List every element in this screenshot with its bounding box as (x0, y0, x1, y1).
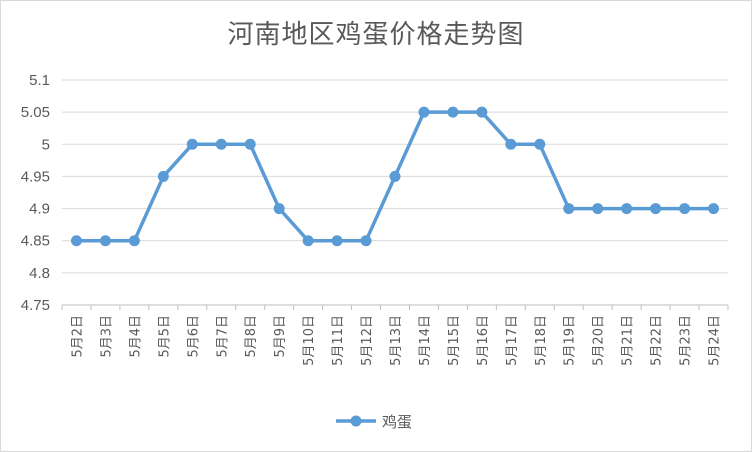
data-point (418, 106, 430, 118)
data-point (128, 235, 140, 247)
data-point (621, 203, 633, 215)
x-tick-label: 5月21日 (621, 315, 636, 366)
data-point (505, 138, 517, 150)
chart-title: 河南地区鸡蛋价格走势图 (227, 20, 525, 50)
x-tick-label: 5月24日 (708, 315, 723, 366)
y-tick-label: 5.1 (29, 72, 50, 89)
data-point (389, 170, 401, 182)
y-tick-label: 5 (42, 136, 50, 153)
data-point (70, 235, 82, 247)
x-tick-label: 5月22日 (650, 315, 665, 366)
x-tick-label: 5月3日 (99, 315, 114, 358)
legend: 鸡蛋 (336, 413, 412, 431)
y-tick-label: 4.95 (21, 168, 50, 185)
x-tick-label: 5月6日 (186, 315, 201, 358)
x-tick-label: 5月20日 (592, 315, 607, 366)
x-tick-label: 5月19日 (563, 315, 578, 366)
x-tick-label: 5月12日 (360, 315, 375, 366)
data-point (186, 138, 198, 150)
y-tick-label: 4.8 (29, 265, 50, 282)
x-tick-label: 5月2日 (70, 315, 85, 358)
y-axis-ticks: 4.75 4.8 4.85 4.9 4.95 5 5.05 5.1 (21, 72, 50, 314)
data-point (215, 138, 227, 150)
x-tick-label: 5月15日 (447, 315, 462, 366)
data-point (360, 235, 372, 247)
x-tick-label: 5月23日 (679, 315, 694, 366)
x-tick-label: 5月13日 (389, 315, 404, 366)
x-tick-label: 5月7日 (215, 315, 230, 358)
data-point (447, 106, 459, 118)
y-tick-label: 4.85 (21, 233, 50, 250)
x-tick-label: 5月17日 (505, 315, 520, 366)
y-tick-label: 5.05 (21, 104, 50, 121)
legend-marker (350, 415, 362, 427)
data-point (679, 203, 691, 215)
data-point (244, 138, 256, 150)
data-point (302, 235, 314, 247)
data-point (99, 235, 111, 247)
x-tick-label: 5月18日 (534, 315, 549, 366)
x-axis-ticks: 5月2日 5月3日 5月4日 5月5日 5月6日 5月7日 5月8日 5月9日 5月10日 5月1… (70, 315, 722, 366)
x-tick-label: 5月5日 (157, 315, 172, 358)
x-tick-label: 5月4日 (128, 315, 143, 358)
x-tick-label: 5月9日 (273, 315, 288, 358)
data-point (534, 138, 546, 150)
data-point (592, 203, 604, 215)
data-point (708, 203, 720, 215)
data-point (563, 203, 575, 215)
data-point (157, 170, 169, 182)
x-tick-label: 5月16日 (476, 315, 491, 366)
x-tick-label: 5月8日 (244, 315, 259, 358)
y-tick-label: 4.9 (29, 201, 50, 218)
x-tick-label: 5月14日 (418, 315, 433, 366)
data-point (331, 235, 343, 247)
data-point (650, 203, 662, 215)
x-tick-label: 5月11日 (331, 315, 346, 366)
data-point (476, 106, 488, 118)
y-tick-label: 4.75 (21, 297, 50, 314)
legend-label: 鸡蛋 (382, 413, 412, 431)
series-layer (70, 106, 720, 247)
gridlines (61, 79, 729, 310)
data-point (273, 203, 285, 215)
x-tick-label: 5月10日 (302, 315, 317, 366)
